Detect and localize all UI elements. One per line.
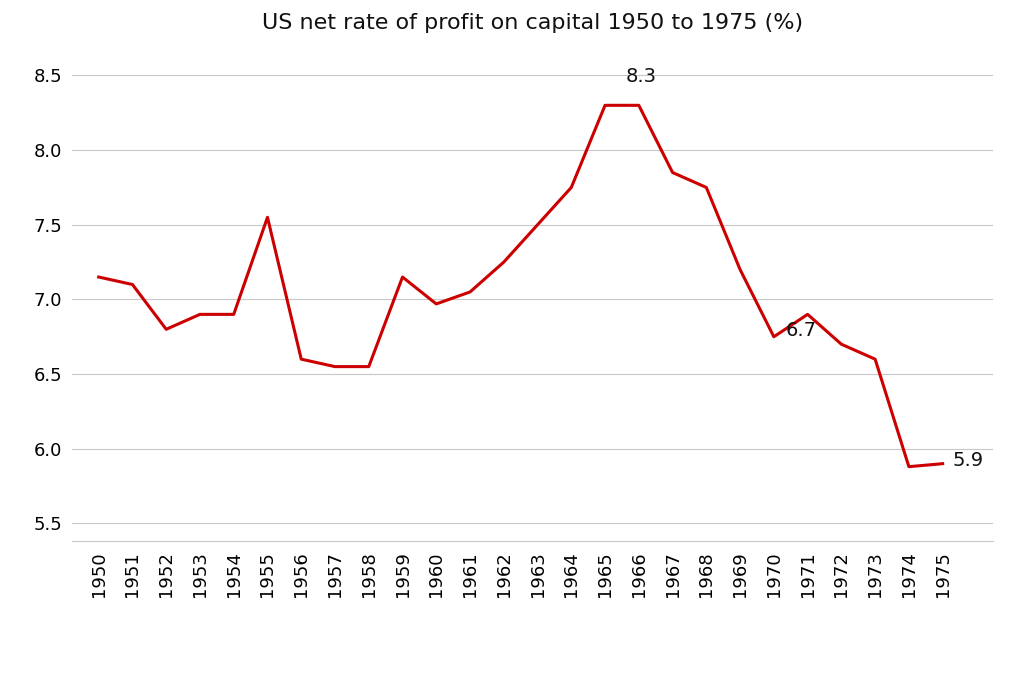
Text: 6.7: 6.7	[785, 321, 817, 340]
Text: 8.3: 8.3	[626, 67, 656, 86]
Title: US net rate of profit on capital 1950 to 1975 (%): US net rate of profit on capital 1950 to…	[262, 13, 803, 33]
Text: 5.9: 5.9	[952, 450, 983, 470]
